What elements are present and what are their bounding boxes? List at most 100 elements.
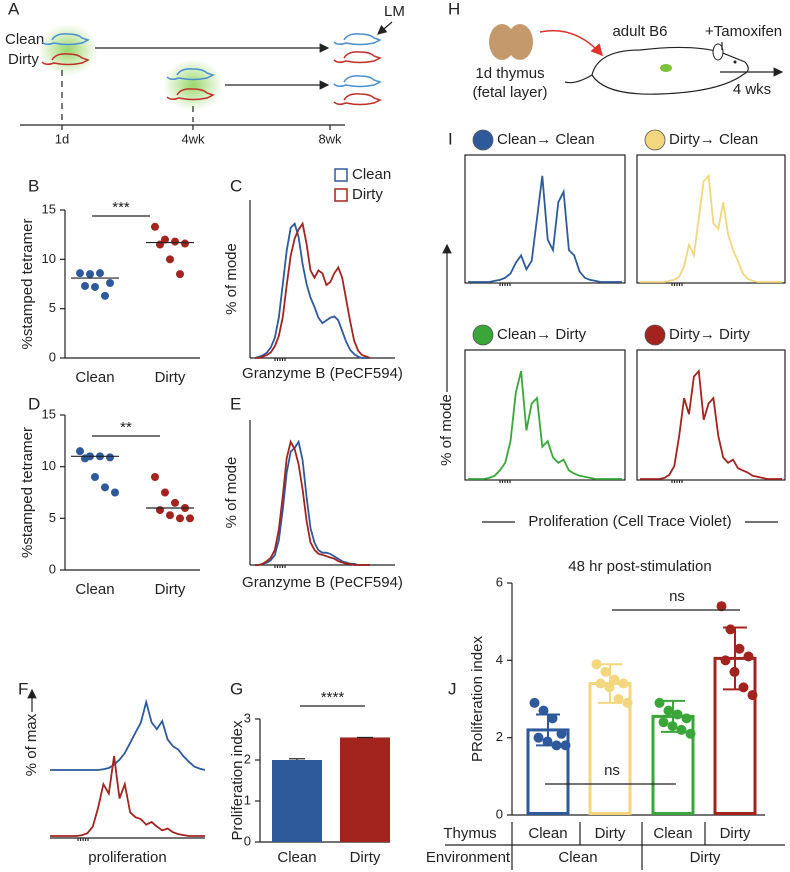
- y-axis-label: % of mode: [223, 243, 240, 315]
- panel-label: E: [230, 394, 241, 413]
- y-tick-label: 6: [496, 574, 503, 589]
- data-point: [747, 690, 758, 701]
- data-point: [156, 240, 164, 249]
- histogram-curve: [255, 221, 371, 359]
- data-point: [91, 473, 99, 481]
- timepoint: 1d: [55, 131, 69, 146]
- significance-label: **: [120, 419, 132, 436]
- comparison-label: ns: [669, 588, 685, 605]
- x-tick-label: Clean: [75, 581, 114, 598]
- y-axis-label: % of max: [23, 713, 40, 776]
- mouse-label: Clean: [5, 31, 44, 48]
- data-point: [556, 728, 567, 739]
- data-point: [176, 270, 184, 279]
- data-point: [663, 705, 674, 716]
- panel-label: G: [230, 679, 243, 698]
- y-tick-label: 0: [49, 561, 56, 576]
- histogram-curve: [640, 173, 782, 283]
- y-tick-label: 15: [42, 406, 56, 421]
- panel-label: H: [448, 0, 460, 18]
- title-dot: [644, 129, 666, 151]
- legend-label: Dirty: [352, 186, 383, 203]
- data-point: [176, 514, 184, 523]
- y-tick-label: 10: [42, 458, 56, 473]
- data-point: [725, 624, 736, 635]
- mouse-icon: [333, 75, 382, 88]
- data-point: [547, 713, 558, 724]
- data-point: [151, 473, 159, 481]
- panel-label: C: [230, 176, 242, 195]
- y-axis-label: % of mode: [438, 394, 455, 466]
- data-point: [166, 511, 174, 520]
- histogram-title: Dirty→ Dirty: [669, 326, 750, 343]
- mouse-icon: [166, 68, 215, 81]
- data-point: [96, 269, 104, 278]
- data-point: [106, 279, 114, 288]
- data-point: [591, 659, 602, 670]
- table-cell: Clean: [558, 849, 597, 866]
- data-point: [560, 740, 571, 751]
- histogram-frame: [636, 154, 786, 284]
- data-point: [181, 239, 189, 248]
- histogram-curve: [468, 175, 622, 283]
- x-tick-label: Clean: [277, 849, 316, 866]
- title-dot: [472, 324, 494, 346]
- legend-swatch: [334, 188, 348, 202]
- x-axis-label: Proliferation (Cell Trace Violet): [528, 513, 731, 530]
- x-axis-label: Granzyme B (PeCF594): [242, 365, 403, 382]
- bar: [340, 737, 390, 842]
- data-point: [685, 728, 696, 739]
- data-point: [86, 270, 94, 279]
- data-point: [81, 454, 89, 463]
- data-point: [156, 506, 164, 515]
- data-point: [101, 483, 109, 492]
- timepoint: 4wk: [181, 131, 205, 146]
- title-dot: [644, 324, 666, 346]
- table-cell: Dirty: [690, 849, 721, 866]
- title-dot: [472, 129, 494, 151]
- significance-label: ***: [112, 199, 130, 216]
- treatment-label: +Tamoxifen: [705, 23, 782, 40]
- data-point: [672, 709, 683, 720]
- data-point: [729, 666, 740, 677]
- data-point: [76, 269, 84, 278]
- data-point: [186, 514, 194, 523]
- panel-label: D: [28, 394, 40, 413]
- table-cell: Dirty: [720, 825, 751, 842]
- diagram-a: Clean Dirty LM 1d 4wk 8wk: [5, 3, 405, 146]
- data-point: [538, 705, 549, 716]
- histogram-curve: [50, 698, 206, 771]
- data-point: [667, 721, 678, 732]
- data-point: [743, 651, 754, 662]
- data-point: [720, 655, 731, 666]
- histogram-title: Clean→ Clean: [497, 131, 595, 148]
- data-point: [171, 498, 179, 507]
- histogram-curve: [50, 755, 205, 837]
- histogram-frame: [636, 349, 786, 481]
- timepoint: 8wk: [318, 131, 342, 146]
- x-axis-label: proliferation: [88, 849, 166, 866]
- x-tick-label: Dirty: [350, 849, 381, 866]
- legend-swatch: [334, 168, 348, 182]
- panel-label: A: [8, 0, 20, 18]
- y-axis-label: PRoliferation index: [469, 636, 486, 762]
- thymus-label: 1d thymus: [475, 65, 544, 82]
- table-cell: Clean: [653, 825, 692, 842]
- comparison-label: ns: [604, 762, 620, 779]
- y-axis-label: %stamped tetramer: [19, 219, 36, 350]
- table-cell: Dirty: [595, 825, 626, 842]
- mouse-icon: [333, 93, 382, 106]
- diagram-h: 1d thymus (fetal layer) adult B6 +Tamoxi…: [472, 23, 784, 101]
- y-tick-label: 10: [42, 251, 56, 266]
- y-tick-label: 1: [244, 792, 251, 807]
- panel-label: B: [28, 176, 39, 195]
- host-label: adult B6: [612, 23, 667, 40]
- y-tick-label: 0: [49, 349, 56, 364]
- data-point: [76, 447, 84, 456]
- legend-label: Clean: [352, 166, 391, 183]
- y-tick-label: 0: [244, 833, 251, 848]
- data-point: [101, 291, 109, 300]
- data-point: [542, 736, 553, 747]
- duration-label: 4 wks: [733, 81, 771, 98]
